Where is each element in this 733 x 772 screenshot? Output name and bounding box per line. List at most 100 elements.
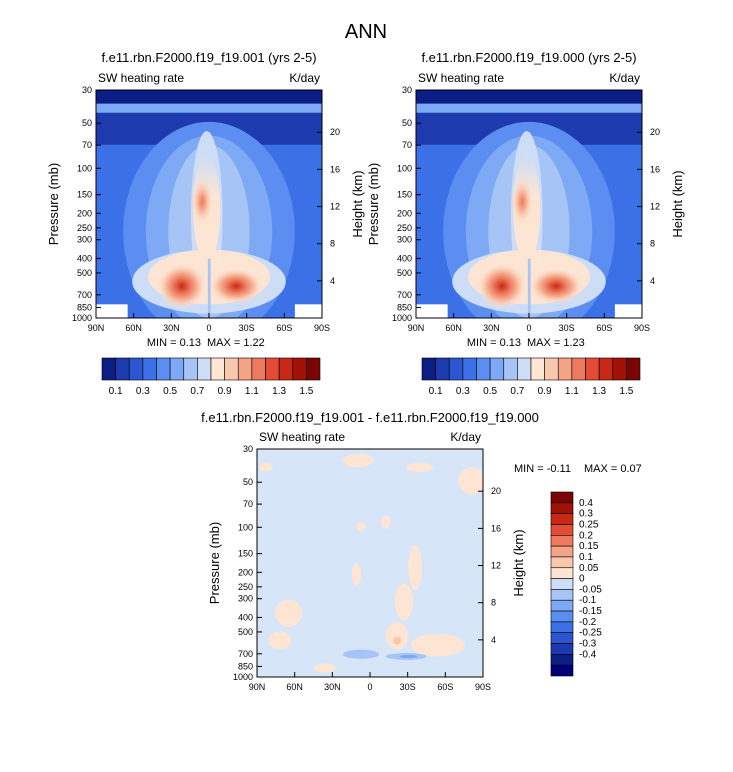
main-title: ANN [345,21,387,43]
colorbar-swatch [571,357,586,381]
max-value: MAX = 1.23 [527,337,585,349]
x-tick-label: 30S [400,682,416,692]
terrain-mask [96,304,128,318]
colorbar-swatch [435,357,450,381]
colorbar-tick-label: 0.5 [483,386,497,397]
y2-tick-label: 20 [650,127,660,137]
contour-max-south [209,267,264,305]
x-tick-label: 30S [559,323,575,333]
colorbar-swatch [550,610,574,623]
panel-title: f.e11.rbn.F2000.f19_f19.000 (yrs 2-5) [421,50,636,65]
colorbar-swatch [550,567,574,579]
colorbar-swatch [421,357,436,381]
colorbar-tick-label: 1.1 [245,386,259,397]
colorbar-swatch [237,357,253,381]
y-tick-label: 30 [243,444,253,454]
colorbar-swatch [612,357,627,381]
x-tick-label: 0 [526,323,531,333]
y-tick-label: 400 [397,253,412,263]
colorbar-tick-label: 0 [579,574,585,585]
x-tick-label: 60S [437,682,453,692]
colorbar-swatch [265,357,280,381]
x-tick-label: 30S [239,323,255,333]
x-tick-label: 60N [125,323,142,333]
colorbar-tick-label: -0.25 [579,628,602,639]
colorbar-swatch [550,545,574,558]
y-tick-label: 250 [77,223,92,233]
x-tick-label: 60N [445,323,462,333]
contour-positive [268,631,291,650]
colorbar-tick-label: 0.7 [190,386,204,397]
variable-label: SW heating rate [418,71,504,85]
colorbar-swatch [292,357,307,381]
contour-positive [275,599,303,627]
contour-level-top [416,90,642,104]
y-tick-label: 1000 [72,313,92,323]
contour-positive [458,467,483,495]
y-tick-label: 70 [243,499,253,509]
colorbar-tick-label: -0.2 [579,617,597,628]
y2-axis-label: Height (km) [670,170,685,237]
panel-sw-heating-001: 90N 60N 30N 0 30S 60S 90S 30 50 70 100 150 200 250 300… [46,50,365,397]
contour-field [416,90,642,318]
y-tick-label: 850 [397,302,412,312]
colorbar-swatch [550,664,574,677]
x-tick-label: 0 [206,323,211,333]
x-tick-label: 90N [249,682,266,692]
variable-label: SW heating rate [259,430,345,444]
y2-tick-label: 16 [330,164,340,174]
colorbar-swatch [550,654,574,666]
colorbar-swatch [550,513,574,525]
colorbar-swatch [550,491,574,504]
colorbar-swatch [197,357,212,381]
colorbar-tick-label: -0.1 [579,595,597,606]
colorbar-tick-label: 0.3 [456,386,470,397]
y-tick-label: 150 [238,549,253,559]
panel-title: f.e11.rbn.F2000.f19_f19.001 (yrs 2-5) [101,50,316,65]
y-tick-label: 70 [402,140,412,150]
equator-gap [527,258,531,318]
colorbar-tick-label: 0.1 [579,552,593,563]
contour-negative [342,649,380,659]
contour-positive [351,563,361,586]
colorbar-tick-label: -0.15 [579,606,602,617]
y-tick-label: 400 [238,612,253,622]
min-value: MIN = 0.13 [147,337,201,349]
units-label: K/day [289,71,320,85]
y2-tick-label: 12 [491,561,501,571]
y-tick-label: 50 [82,118,92,128]
y-tick-label: 1000 [392,313,412,323]
x-tick-label: 0 [367,682,372,692]
y-tick-label: 850 [77,302,92,312]
colorbar-tick-label: 0.7 [510,386,524,397]
colorbar-tick-label: 1.3 [592,386,606,397]
colorbar-swatch [598,357,614,381]
x-tick-label: 30N [483,323,500,333]
y2-tick-label: 4 [491,635,496,645]
y2-tick-label: 20 [330,127,340,137]
colorbar-tick-label: 1.3 [272,386,286,397]
terrain-mask [294,304,322,318]
colorbar-swatch [278,357,294,381]
colorbar-tick-label: 0.2 [579,530,593,541]
y-tick-label: 100 [397,163,412,173]
y2-axis-label: Height (km) [350,170,365,237]
y2-tick-label: 4 [330,276,335,286]
colorbar-swatch [142,357,157,381]
colorbar-swatch [128,357,144,381]
contour-positive [313,663,337,673]
contour-positive [385,622,409,650]
contour-positive [394,583,413,620]
y-tick-label: 300 [77,235,92,245]
x-tick-label: 90N [88,323,105,333]
colorbar-swatch [557,357,573,381]
contour-positive [408,544,422,591]
contour-positive [259,462,273,472]
terrain-mask [614,304,642,318]
contour-max-mid [510,176,534,227]
contour-positive [410,633,465,657]
panel-title: f.e11.rbn.F2000.f19_f19.001 - f.e11.rbn.… [201,410,539,425]
colorbar-swatch [585,357,600,381]
colorbar-swatch [550,524,574,536]
